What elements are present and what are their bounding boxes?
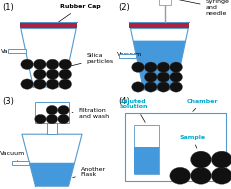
Circle shape xyxy=(58,105,69,115)
Circle shape xyxy=(144,82,157,92)
Polygon shape xyxy=(29,163,75,186)
Circle shape xyxy=(211,167,231,184)
Circle shape xyxy=(132,82,144,92)
Circle shape xyxy=(59,79,72,89)
Circle shape xyxy=(58,114,69,124)
Text: Silica
particles: Silica particles xyxy=(65,53,114,67)
Circle shape xyxy=(46,79,59,89)
Text: Chamber: Chamber xyxy=(187,99,219,112)
Bar xyxy=(35,102,69,123)
Text: Rubber Cap: Rubber Cap xyxy=(57,4,101,23)
Circle shape xyxy=(46,114,58,124)
Text: Filtration
and wash: Filtration and wash xyxy=(72,108,109,119)
Text: Vacuum: Vacuum xyxy=(0,151,25,162)
Text: Vacuum: Vacuum xyxy=(117,52,142,58)
Circle shape xyxy=(46,59,59,70)
Text: Another
Flask: Another Flask xyxy=(73,167,106,178)
Circle shape xyxy=(144,72,157,82)
Circle shape xyxy=(170,167,191,184)
Text: (4): (4) xyxy=(118,97,130,106)
Bar xyxy=(159,0,171,5)
Circle shape xyxy=(21,79,33,89)
Bar xyxy=(134,147,159,174)
Bar xyxy=(119,54,136,58)
Circle shape xyxy=(132,62,144,72)
Bar xyxy=(20,22,77,28)
Circle shape xyxy=(157,72,170,82)
Bar xyxy=(125,113,226,181)
Circle shape xyxy=(46,105,58,115)
Circle shape xyxy=(21,59,33,70)
Text: (1): (1) xyxy=(2,3,14,12)
Circle shape xyxy=(170,72,182,82)
Bar xyxy=(129,22,189,28)
Bar xyxy=(134,125,159,174)
Circle shape xyxy=(33,69,46,79)
Circle shape xyxy=(211,151,231,168)
Bar xyxy=(12,161,29,165)
Circle shape xyxy=(59,69,72,79)
Text: Sample: Sample xyxy=(179,135,205,148)
Circle shape xyxy=(144,62,157,72)
Bar xyxy=(8,49,26,53)
Bar xyxy=(47,123,57,134)
Circle shape xyxy=(170,82,182,92)
Text: Diluted
solution: Diluted solution xyxy=(120,98,149,122)
Polygon shape xyxy=(133,41,186,90)
Circle shape xyxy=(33,79,46,89)
Circle shape xyxy=(191,151,211,168)
Text: Vacuum: Vacuum xyxy=(1,50,26,54)
Circle shape xyxy=(33,59,46,70)
Circle shape xyxy=(46,69,59,79)
Text: (3): (3) xyxy=(2,97,14,106)
Circle shape xyxy=(157,62,170,72)
Circle shape xyxy=(59,59,72,70)
Circle shape xyxy=(157,82,170,92)
Text: (2): (2) xyxy=(118,3,130,12)
Circle shape xyxy=(170,62,182,72)
Circle shape xyxy=(191,167,211,184)
Text: Syringe
and
needle: Syringe and needle xyxy=(174,0,229,16)
Circle shape xyxy=(35,114,46,124)
